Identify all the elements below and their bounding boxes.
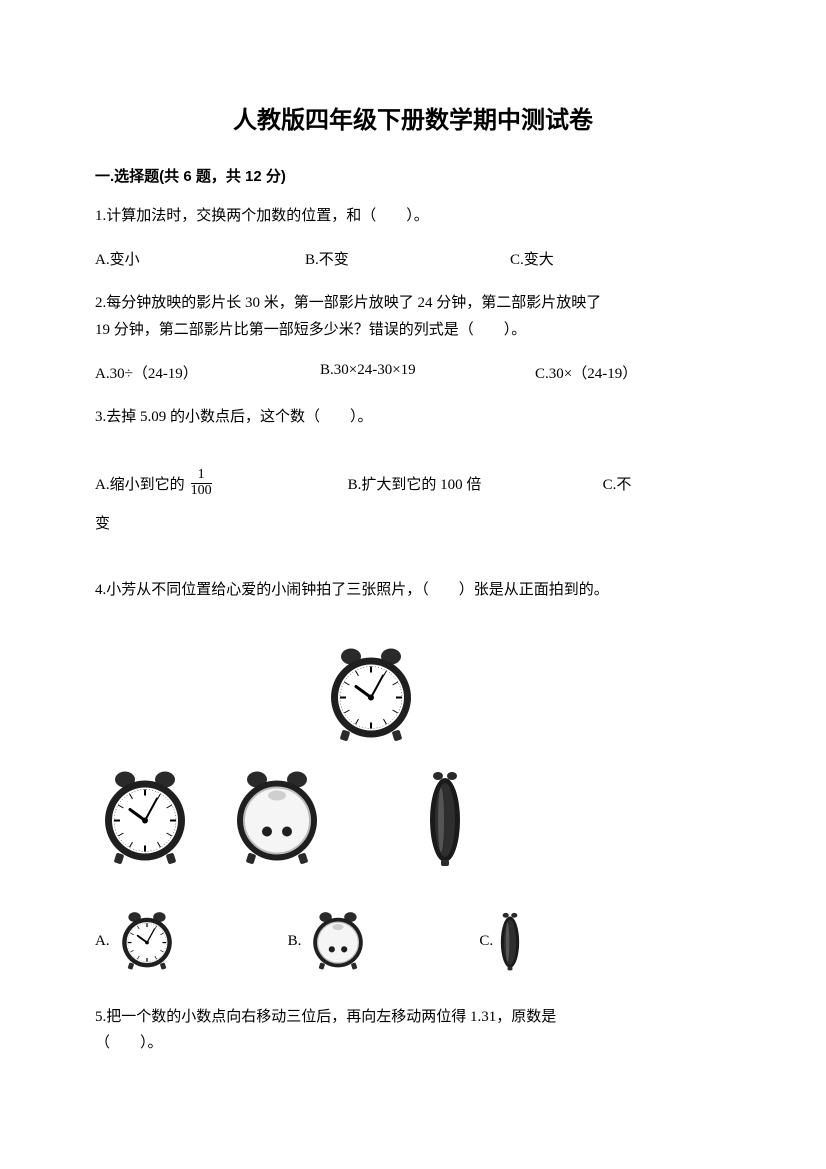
q4-opt-a: A. — [95, 907, 178, 975]
q4-figure — [95, 640, 731, 873]
q4-text: 4.小芳从不同位置给心爱的小闹钟拍了三张照片，（ ）张是从正面拍到的。 — [95, 571, 731, 610]
clock-back-icon — [227, 763, 327, 873]
q4-opt-c: C. — [479, 909, 521, 973]
q3-options: A.缩小到它的 1 100 B.扩大到它的 100 倍 C.不 — [95, 468, 731, 498]
q5-text-l2: （ ）。 — [95, 1031, 731, 1057]
q1-opt-b: B.不变 — [305, 248, 510, 269]
q2-opt-a: A.30÷（24-19） — [95, 362, 320, 383]
section-1-header: 一.选择题(共 6 题，共 12 分) — [95, 165, 731, 186]
q4-opt-c-label: C. — [479, 933, 493, 950]
q1-options: A.变小 B.不变 C.变大 — [95, 248, 731, 269]
clock-side-icon — [427, 767, 463, 869]
page-title: 人教版四年级下册数学期中测试卷 — [95, 100, 731, 135]
clock-front-icon — [321, 640, 421, 750]
page: 人教版四年级下册数学期中测试卷 一.选择题(共 6 题，共 12 分) 1.计算… — [0, 0, 826, 1169]
q3-opt-a-pre: A.缩小到它的 — [95, 473, 185, 494]
fraction-1-100: 1 100 — [191, 468, 212, 498]
q4-opt-a-label: A. — [95, 933, 110, 950]
q2-text-l1: 2.每分钟放映的影片长 30 米，第一部影片放映了 24 分钟，第二部影片放映了 — [95, 291, 731, 317]
q1-opt-a: A.变小 — [95, 248, 305, 269]
q1-text: 1.计算加法时，交换两个加数的位置，和（ ）。 — [95, 204, 731, 230]
clock-side-icon — [499, 909, 521, 973]
fraction-numerator: 1 — [191, 468, 212, 483]
q3-text: 3.去掉 5.09 的小数点后，这个数（ ）。 — [95, 405, 731, 431]
q3-opt-c-head: C.不 — [603, 473, 632, 494]
q4-opt-b: B. — [288, 907, 370, 975]
q3-opt-b: B.扩大到它的 100 倍 — [348, 473, 603, 494]
q1-opt-c: C.变大 — [510, 248, 554, 269]
q2-opt-c: C.30×（24-19） — [535, 362, 637, 383]
clock-back-icon — [307, 907, 369, 975]
q4-opt-b-label: B. — [288, 933, 302, 950]
q2-opt-b: B.30×24-30×19 — [320, 362, 535, 383]
clock-front-icon — [95, 763, 195, 873]
fraction-denominator: 100 — [191, 483, 212, 499]
q3-opt-c-tail: 变 — [95, 512, 731, 533]
q2-options: A.30÷（24-19） B.30×24-30×19 C.30×（24-19） — [95, 362, 731, 383]
clock-front-icon — [116, 907, 178, 975]
q5-text-l1: 5.把一个数的小数点向右移动三位后，再向左移动两位得 1.31，原数是 — [95, 1005, 731, 1031]
q2-text-l2: 19 分钟，第二部影片比第一部短多少米？错误的列式是（ ）。 — [95, 318, 731, 344]
q4-options: A. B. C. — [95, 907, 731, 975]
